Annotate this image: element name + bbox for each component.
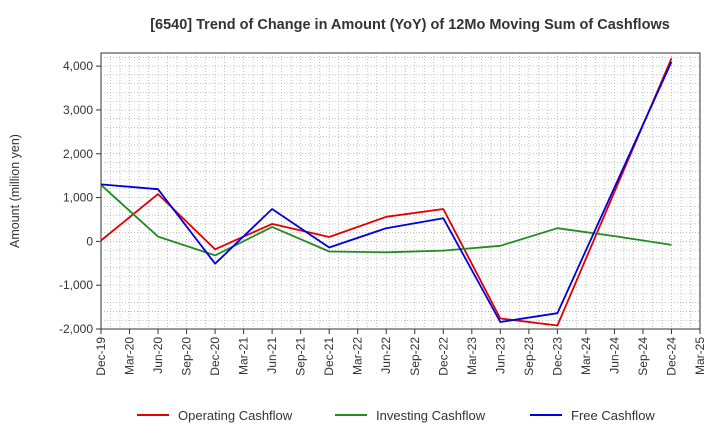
y-tick-label: 3,000 bbox=[63, 103, 93, 117]
x-tick-label: Sep-24 bbox=[636, 337, 650, 376]
x-tick-label: Dec-20 bbox=[208, 337, 222, 376]
x-tick-label: Jun-20 bbox=[151, 337, 165, 374]
x-tick-label: Dec-24 bbox=[664, 337, 678, 376]
x-tick-label: Jun-21 bbox=[265, 337, 279, 374]
legend-label-investing-cashflow: Investing Cashflow bbox=[376, 408, 486, 423]
x-tick-label: Mar-20 bbox=[123, 337, 137, 375]
y-tick-label: 2,000 bbox=[63, 147, 93, 161]
x-tick-label: Dec-23 bbox=[550, 337, 564, 376]
plot-frame bbox=[100, 52, 701, 330]
x-tick-label: Dec-22 bbox=[436, 337, 450, 376]
legend-label-operating-cashflow: Operating Cashflow bbox=[178, 408, 293, 423]
y-tick-label: -1,000 bbox=[59, 278, 93, 292]
series-lines bbox=[100, 57, 673, 327]
grid-lines bbox=[100, 53, 701, 330]
y-tick-labels: -2,000 -1,000 0 1,000 2,000 3,000 4,000 bbox=[59, 59, 101, 336]
x-tick-label: Jun-24 bbox=[607, 337, 621, 374]
y-tick-label: 4,000 bbox=[63, 59, 93, 73]
x-tick-label: Dec-19 bbox=[94, 337, 108, 376]
y-axis-label: Amount (million yen) bbox=[8, 134, 22, 248]
x-tick-label: Mar-25 bbox=[693, 337, 707, 375]
free-cashflow-line bbox=[100, 61, 673, 323]
x-tick-label: Mar-24 bbox=[579, 337, 593, 375]
x-tick-labels: Dec-19 Mar-20 Jun-20 Sep-20 Dec-20 Mar-21 Jun-… bbox=[94, 329, 707, 376]
y-tick-label: 0 bbox=[86, 234, 93, 248]
x-tick-label: Sep-22 bbox=[408, 337, 422, 376]
y-tick-label: -2,000 bbox=[59, 322, 93, 336]
x-tick-label: Sep-23 bbox=[522, 337, 536, 376]
operating-cashflow-line bbox=[100, 57, 673, 327]
x-tick-label: Dec-21 bbox=[322, 337, 336, 376]
legend: Operating Cashflow Investing Cashflow Free… bbox=[137, 408, 655, 423]
y-tick-label: 1,000 bbox=[63, 191, 93, 205]
x-tick-label: Sep-21 bbox=[294, 337, 308, 376]
axes bbox=[100, 52, 701, 330]
chart-title: [6540] Trend of Change in Amount (YoY) o… bbox=[150, 17, 670, 33]
x-tick-label: Jun-22 bbox=[379, 337, 393, 374]
x-tick-label: Mar-23 bbox=[465, 337, 479, 375]
investing-cashflow-line bbox=[100, 184, 672, 257]
x-tick-label: Jun-23 bbox=[493, 337, 507, 374]
x-tick-label: Mar-21 bbox=[237, 337, 251, 375]
x-tick-label: Sep-20 bbox=[180, 337, 194, 376]
x-tick-label: Mar-22 bbox=[351, 337, 365, 375]
legend-label-free-cashflow: Free Cashflow bbox=[571, 408, 655, 423]
